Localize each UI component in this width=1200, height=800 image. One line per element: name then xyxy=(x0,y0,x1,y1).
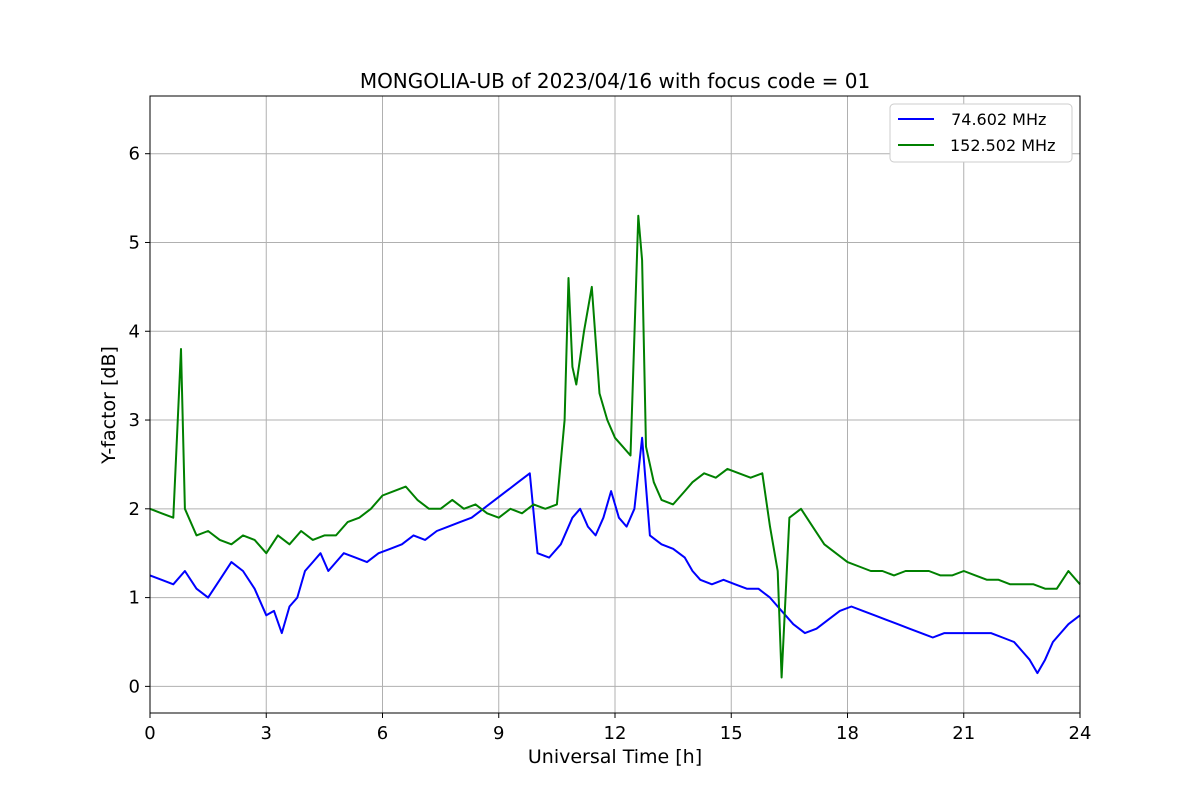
series-lines xyxy=(149,214,1081,679)
legend-label-series-2: 152.502 MHz xyxy=(950,136,1055,155)
x-tick-label: 3 xyxy=(261,723,272,744)
x-tick-label: 6 xyxy=(377,723,388,744)
x-axis-label: Universal Time [h] xyxy=(528,746,702,768)
x-tick-label: 24 xyxy=(1069,723,1092,744)
series-line-1 xyxy=(149,436,1081,675)
legend-label-series-1: 74.602 MHz xyxy=(946,110,1046,129)
x-tick-label: 18 xyxy=(836,723,859,744)
y-tick-label: 2 xyxy=(129,499,140,520)
y-tick-label: 5 xyxy=(129,232,140,253)
legend-box xyxy=(889,103,1073,163)
x-tick-label: 0 xyxy=(144,723,155,744)
y-tick-label: 1 xyxy=(129,588,140,609)
x-tick-label: 21 xyxy=(952,723,975,744)
x-tick-label: 15 xyxy=(720,723,743,744)
y-tick-label: 0 xyxy=(129,676,140,697)
y-tick-label: 4 xyxy=(129,321,140,342)
x-tick-label: 9 xyxy=(493,723,504,744)
y-tick-label: 6 xyxy=(129,144,140,165)
y-tick-label: 3 xyxy=(129,410,140,431)
x-tick-label: 12 xyxy=(604,723,627,744)
series-line-2 xyxy=(149,214,1081,679)
y-axis-label: Y-factor [dB] xyxy=(98,346,120,465)
chart-title: MONGOLIA-UB of 2023/04/16 with focus cod… xyxy=(360,69,870,93)
legend: 74.602 MHz 152.502 MHz xyxy=(889,103,1073,163)
